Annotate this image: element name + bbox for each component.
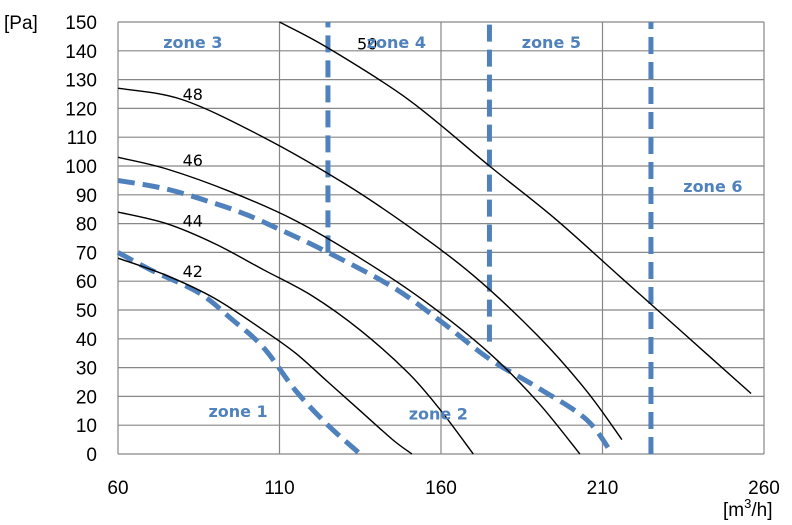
grid-lines xyxy=(117,21,765,455)
y-tick-40: 40 xyxy=(76,330,97,351)
curve-44 xyxy=(117,211,474,455)
zone-label-zone-4: zone 4 xyxy=(367,33,426,52)
zone-label-zone-2: zone 2 xyxy=(409,405,468,424)
curve-48 xyxy=(117,87,623,441)
zone-labels: zone 1 zone 2 zone 3 zone 4 zone 5 zone 6 xyxy=(163,33,742,424)
zone-label-zone-1: zone 1 xyxy=(208,402,267,421)
y-tick-50: 50 xyxy=(76,301,97,322)
y-axis-unit: [Pa] xyxy=(4,13,38,34)
x-axis-unit: [m3/h] xyxy=(723,496,772,521)
curve-labels: 50 48 46 44 42 xyxy=(183,35,378,282)
y-tick-100: 100 xyxy=(65,157,97,178)
y-tick-140: 140 xyxy=(65,42,97,63)
y-axis-ticks: 0 10 20 30 40 50 60 70 80 90 100 110 120 130 140 150 xyxy=(65,13,97,466)
zone-label-zone-5: zone 5 xyxy=(522,33,581,52)
x-tick-210: 210 xyxy=(587,478,619,499)
zone-boundaries xyxy=(116,22,654,456)
curve-label-46: 46 xyxy=(183,151,203,170)
y-tick-80: 80 xyxy=(76,215,97,236)
x-axis-ticks: 60 110 160 210 260 xyxy=(107,478,779,499)
y-tick-60: 60 xyxy=(76,272,97,293)
curve-42 xyxy=(117,257,413,455)
y-tick-30: 30 xyxy=(76,359,97,380)
y-tick-110: 110 xyxy=(67,128,97,149)
performance-curves xyxy=(117,21,752,455)
curve-50 xyxy=(279,21,752,395)
curve-label-44: 44 xyxy=(183,212,203,231)
curve-46 xyxy=(117,156,581,455)
y-tick-150: 150 xyxy=(65,13,97,34)
y-tick-0: 0 xyxy=(86,445,97,466)
curve-label-50: 50 xyxy=(357,35,377,54)
zone-label-zone-3: zone 3 xyxy=(163,33,222,52)
curve-label-42: 42 xyxy=(183,262,203,281)
zone-boundary-1 xyxy=(116,250,362,456)
x-tick-260: 260 xyxy=(748,478,780,499)
y-tick-10: 10 xyxy=(76,416,97,437)
y-tick-20: 20 xyxy=(76,387,97,408)
y-tick-90: 90 xyxy=(76,186,97,207)
curve-label-48: 48 xyxy=(183,85,203,104)
y-tick-120: 120 xyxy=(65,99,97,120)
y-tick-70: 70 xyxy=(76,243,97,264)
x-tick-160: 160 xyxy=(425,478,457,499)
x-tick-110: 110 xyxy=(264,478,294,499)
zone-boundary-2 xyxy=(117,177,615,456)
y-tick-130: 130 xyxy=(65,71,97,92)
zone-label-zone-6: zone 6 xyxy=(683,177,742,196)
x-tick-60: 60 xyxy=(107,478,128,499)
